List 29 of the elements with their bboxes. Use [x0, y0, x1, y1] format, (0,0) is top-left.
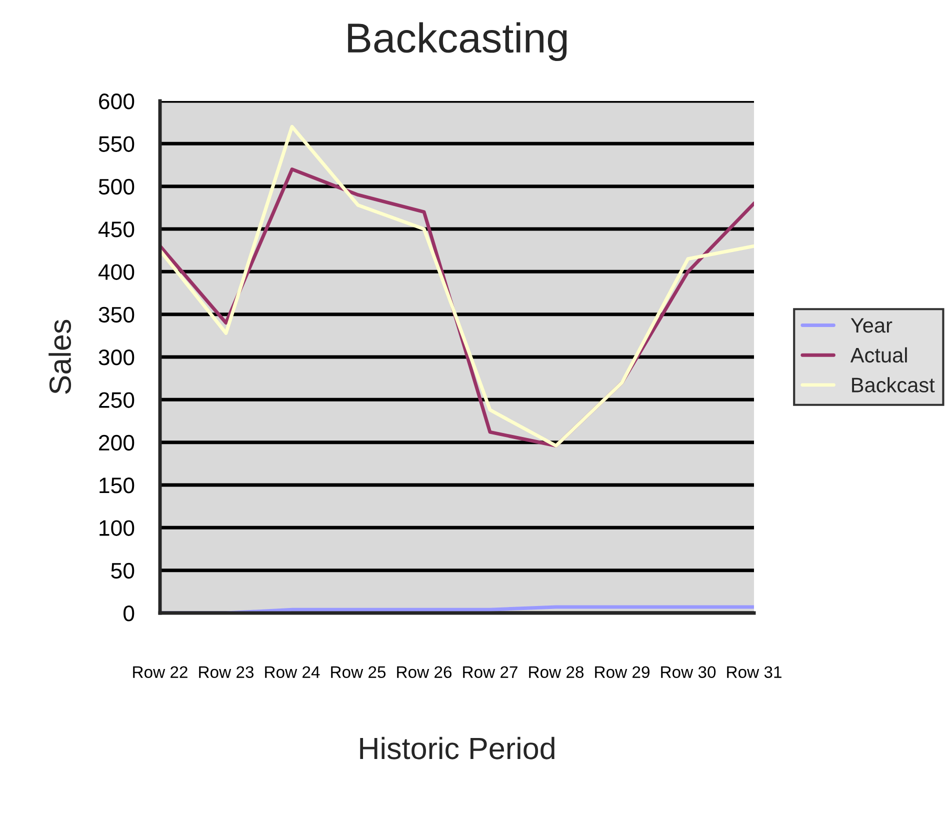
y-tick-label: 600 [99, 94, 134, 110]
x-tick-label: Row 28 [529, 666, 584, 678]
y-tick-label: 200 [99, 434, 134, 451]
legend-label: Actual [850, 347, 907, 363]
x-tick-label: Row 30 [661, 666, 716, 678]
x-tick-label: Row 25 [331, 666, 386, 678]
y-tick-label: 400 [98, 264, 134, 280]
x-tick-label: Row 27 [463, 666, 518, 678]
legend-label: Backcast [852, 377, 935, 392]
chart-title: Backcasting [348, 22, 567, 62]
y-tick-label: 150 [100, 478, 134, 494]
y-tick-label: 100 [100, 520, 134, 536]
x-tick-label: Row 29 [595, 666, 650, 678]
y-tick-label: 300 [98, 350, 134, 366]
x-tick-label: Row 22 [133, 666, 188, 678]
x-tick-label: Row 26 [397, 666, 452, 678]
y-axis-title: Sales [48, 320, 72, 394]
y-tick-label: 450 [98, 222, 134, 238]
legend-label: Year [850, 318, 892, 333]
y-tick-label: 500 [98, 178, 134, 195]
x-tick-label: Row 31 [727, 666, 782, 678]
x-tick-label: Row 24 [265, 666, 320, 678]
y-tick-label: 0 [124, 606, 134, 622]
y-tick-label: 50 [111, 562, 134, 579]
y-tick-label: 350 [98, 306, 134, 323]
y-tick-label: 250 [99, 392, 134, 408]
y-tick-label: 550 [98, 136, 134, 152]
x-tick-label: Row 23 [199, 666, 254, 678]
x-axis-title: Historic Period [360, 736, 554, 760]
